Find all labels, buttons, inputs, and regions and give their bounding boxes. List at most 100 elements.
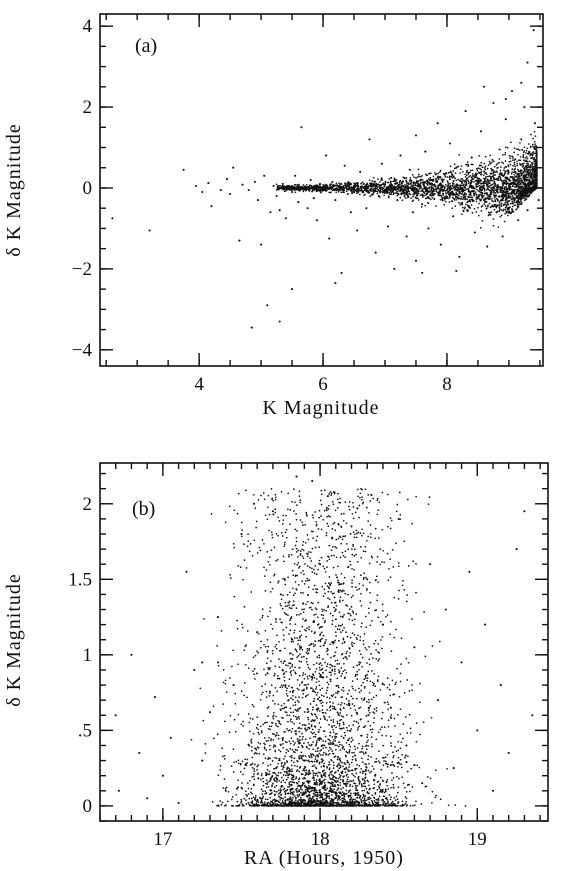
data-point [404, 189, 407, 191]
data-point [286, 594, 289, 596]
data-point [491, 169, 493, 172]
data-point [488, 202, 491, 205]
data-point [307, 759, 309, 762]
data-point [441, 193, 444, 195]
data-point [515, 196, 518, 199]
data-point [352, 191, 354, 193]
data-point [521, 186, 524, 188]
data-point [374, 685, 376, 687]
data-point [408, 186, 411, 189]
data-point [375, 760, 378, 763]
data-point [337, 186, 340, 188]
data-point [427, 172, 430, 175]
data-point [529, 154, 531, 157]
data-point [487, 214, 490, 217]
data-point [355, 697, 358, 700]
data-point [485, 182, 487, 185]
data-point [465, 163, 467, 166]
data-point [250, 749, 253, 752]
data-point [266, 304, 269, 307]
data-point [298, 636, 301, 639]
data-point [431, 196, 434, 199]
data-point [320, 489, 323, 492]
data-point [237, 492, 240, 495]
data-point [346, 192, 349, 196]
data-point [520, 138, 523, 141]
data-point [504, 165, 507, 168]
data-point [328, 716, 331, 718]
data-point [352, 186, 354, 189]
data-point [352, 594, 354, 597]
data-point [317, 528, 320, 530]
data-point [212, 705, 215, 708]
data-point [369, 195, 372, 197]
data-point [241, 183, 244, 186]
data-point [502, 184, 504, 187]
data-point [458, 189, 461, 192]
data-point [330, 787, 333, 790]
data-point [376, 192, 379, 195]
data-point [511, 195, 514, 197]
data-point [311, 679, 313, 681]
data-point [503, 186, 506, 189]
data-point [465, 171, 468, 174]
data-point [365, 787, 368, 790]
data-point [290, 737, 293, 739]
data-point [277, 719, 279, 722]
data-point [378, 186, 380, 188]
data-point [490, 211, 493, 213]
data-point [330, 601, 333, 604]
data-point [236, 800, 239, 803]
data-point [469, 179, 472, 182]
data-point [449, 165, 452, 168]
data-point [201, 190, 204, 194]
data-point [456, 193, 459, 195]
data-point [468, 185, 471, 188]
data-point [409, 193, 412, 196]
data-point [515, 208, 517, 211]
data-point [393, 188, 396, 191]
data-point [373, 190, 376, 193]
data-point [494, 174, 497, 176]
data-point [402, 782, 405, 785]
data-point [528, 143, 530, 145]
data-point [334, 780, 337, 782]
data-point [460, 181, 463, 184]
data-point [492, 101, 495, 105]
data-point [256, 769, 258, 771]
data-point [260, 799, 263, 802]
data-point [514, 158, 517, 160]
data-point [414, 190, 417, 193]
data-point [494, 205, 496, 208]
data-point [503, 220, 506, 223]
data-point [421, 181, 424, 184]
data-point [412, 184, 415, 187]
data-point [281, 607, 284, 610]
data-point [305, 635, 308, 638]
data-point [447, 183, 450, 185]
data-point [399, 196, 402, 199]
data-point [410, 197, 412, 199]
data-point [427, 178, 430, 180]
y-tick-label: 2 [83, 494, 93, 515]
data-point [305, 183, 308, 186]
data-point [282, 779, 285, 782]
data-point [523, 192, 525, 195]
data-point [525, 152, 527, 154]
data-point [333, 188, 335, 191]
data-point [451, 191, 453, 193]
data-point [270, 738, 273, 740]
data-point [508, 196, 511, 199]
data-point [497, 179, 500, 182]
data-point [491, 199, 493, 202]
data-point [265, 690, 268, 693]
data-point [512, 157, 514, 159]
data-point [483, 182, 486, 185]
data-point [428, 187, 431, 190]
data-point [478, 195, 481, 198]
data-point [438, 176, 441, 178]
data-point [515, 548, 518, 551]
data-point [488, 195, 490, 198]
data-point [320, 187, 323, 189]
data-point [494, 192, 497, 194]
